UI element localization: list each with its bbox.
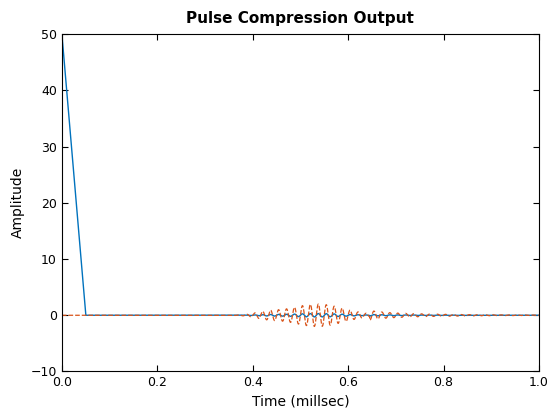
- Title: Pulse Compression Output: Pulse Compression Output: [186, 11, 414, 26]
- X-axis label: Time (millsec): Time (millsec): [251, 395, 349, 409]
- Y-axis label: Amplitude: Amplitude: [11, 167, 25, 239]
